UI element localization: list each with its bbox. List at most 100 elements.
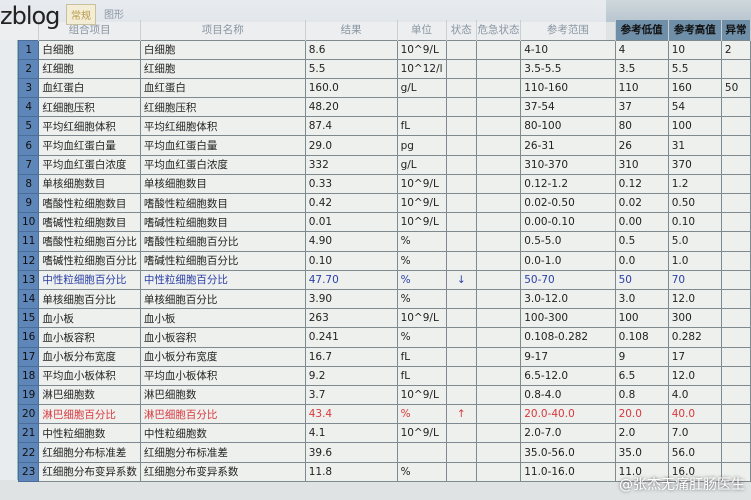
row-number[interactable]: 6 [17, 135, 40, 156]
row-number[interactable]: 22 [17, 442, 40, 463]
row-number[interactable]: 12 [17, 250, 40, 271]
row-number[interactable]: 14 [17, 288, 40, 310]
row-number[interactable]: 18 [17, 365, 40, 386]
table-row[interactable]: 17 血小板分布宽度 血小板分布宽度 16.7 fL 9-17 9 17 [17, 346, 751, 367]
table-row[interactable]: 14 单核细胞百分比 单核细胞百分比 3.90% 3.0-12.0 3.0 12.0 [17, 288, 751, 310]
row-number[interactable]: 17 [17, 346, 40, 367]
reference-range: 26-31 [520, 135, 616, 156]
row-number[interactable]: 7 [17, 154, 40, 175]
item-name: 中性粒细胞百分比 [139, 269, 306, 290]
col-group[interactable]: 组合项目 [38, 20, 141, 40]
row-number[interactable]: 11 [17, 231, 40, 252]
unit [396, 442, 447, 463]
col-critical[interactable]: 危急状态 [476, 20, 522, 40]
row-number[interactable]: 3 [17, 77, 40, 99]
table-row[interactable]: 10 嗜碱性粒细胞数目 嗜碱性粒细胞数目 0.01 10^9/L 0.00-0.10 0.0… [17, 212, 751, 233]
reference-high: 54 [667, 97, 722, 118]
table-row[interactable]: 8 单核细胞数目 单核细胞数目 0.33 10^9/L 0.12-1.2 0.12 1.2 [17, 173, 751, 195]
col-abnormal[interactable]: 异常 [721, 20, 751, 40]
reference-range: 0.5-5.0 [520, 231, 616, 252]
abnormal [720, 97, 751, 118]
result: 8.6 [304, 39, 398, 60]
reference-low: 2.0 [614, 423, 669, 444]
table-row[interactable]: 9 嗜酸性粒细胞数目 嗜酸性粒细胞数目 0.42 10^9/L 0.02-0.50 0.02… [17, 192, 751, 214]
table-row[interactable]: 6 平均血红蛋白量 平均血红蛋白量 29.0 pg 26-31 26 31 [17, 135, 751, 156]
row-number[interactable]: 4 [17, 97, 40, 118]
reference-high: 300 [667, 308, 722, 329]
row-number[interactable]: 9 [17, 192, 40, 214]
table-row[interactable]: 20 淋巴细胞百分比 淋巴细胞百分比 43.4% ↑ 20.0-40.0 20.0 40.0 [17, 404, 751, 425]
row-number[interactable]: 23 [17, 461, 40, 482]
reference-low: 3.0 [614, 288, 669, 310]
row-number[interactable]: 10 [17, 212, 40, 233]
abnormal [720, 442, 751, 463]
reference-range: 0.00-0.10 [520, 212, 616, 233]
unit: 10^9/L [396, 192, 447, 214]
table-row[interactable]: 11 嗜酸性粒细胞百分比 嗜酸性粒细胞百分比 4.90% 0.5-5.0 0.5 5.0 [17, 231, 751, 252]
table-row[interactable]: 7 平均血红蛋白浓度 平均血红蛋白浓度 332 g/L 310-370 310 370 [17, 154, 751, 175]
abnormal [720, 231, 751, 252]
row-number[interactable]: 20 [17, 404, 40, 425]
abnormal [720, 116, 751, 137]
reference-low: 20.0 [614, 404, 669, 425]
abnormal [720, 384, 751, 406]
table-row[interactable]: 1 白细胞 白细胞 8.6 10^9/L 4-10 4 10 2 [17, 39, 751, 60]
col-name[interactable]: 项目名称 [140, 20, 306, 40]
result: 48.20 [304, 97, 398, 118]
unit: 10^9/L [396, 384, 447, 406]
table-row[interactable]: 21 中性粒细胞数 中性粒细胞数 4.1 10^9/L 2.0-7.0 2.0 7.0 [17, 423, 751, 444]
reference-range: 100-300 [520, 308, 616, 329]
result: 39.6 [304, 442, 398, 463]
tab-graph[interactable]: 图形 [104, 10, 124, 21]
table-row[interactable]: 3 血红蛋白 血红蛋白 160.0 g/L 110-160 110 160 50 [17, 77, 751, 99]
table-row[interactable]: 2 红细胞 红细胞 5.5 10^12/l 3.5-5.5 3.5 5.5 [17, 58, 751, 79]
table-row[interactable]: 12 嗜碱性粒细胞百分比 嗜碱性粒细胞百分比 0.10% 0.0-1.0 0.0 1.0 [17, 250, 751, 271]
critical-status [475, 77, 522, 99]
col-status[interactable]: 状态 [446, 20, 477, 40]
table-row[interactable]: 18 平均血小板体积 平均血小板体积 9.2 fL 6.5-12.0 6.5 12.0 [17, 365, 751, 386]
col-result[interactable]: 结果 [305, 20, 398, 40]
result: 11.8 [304, 461, 398, 482]
reference-high: 100 [667, 116, 722, 137]
reference-low: 0.8 [614, 384, 669, 406]
table-row[interactable]: 19 淋巴细胞数 淋巴细胞数 3.7 10^9/L 0.8-4.0 0.8 4.0 [17, 384, 751, 406]
table-row[interactable]: 23 红细胞分布变异系数 红细胞分布变异系数 11.8% 11.0-16.0 11.0 16… [17, 461, 751, 482]
abnormal [720, 288, 751, 310]
col-range[interactable]: 参考范围 [520, 20, 616, 40]
abnormal: 50 [720, 77, 751, 99]
tab-normal[interactable]: 常规 [66, 4, 96, 25]
row-number[interactable]: 8 [17, 173, 40, 195]
col-unit[interactable]: 单位 [397, 20, 447, 40]
reference-range: 0.108-0.282 [520, 327, 616, 348]
item-name: 平均血红蛋白量 [139, 135, 306, 156]
table-row[interactable]: 4 红细胞压积 红细胞压积 48.20 37-54 37 54 [17, 97, 751, 118]
result: 4.90 [304, 231, 398, 252]
status: ↓ [445, 269, 477, 290]
row-number[interactable]: 1 [17, 39, 40, 60]
table-row[interactable]: 16 血小板容积 血小板容积 0.241% 0.108-0.282 0.108 0.282 [17, 327, 751, 348]
row-number[interactable]: 13 [17, 269, 40, 290]
reference-high: 5.0 [667, 231, 722, 252]
row-number[interactable]: 15 [17, 308, 40, 329]
table-row[interactable]: 5 平均红细胞体积 平均红细胞体积 87.4 fL 80-100 80 100 [17, 116, 751, 137]
unit: % [396, 288, 447, 310]
table-row[interactable]: 15 血小板 血小板 263 10^9/L 100-300 100 300 [17, 308, 751, 329]
row-number[interactable]: 19 [17, 384, 40, 406]
status [445, 39, 477, 60]
row-number[interactable]: 16 [17, 327, 40, 348]
col-high[interactable]: 参考高值 [668, 20, 722, 40]
table-row[interactable]: 22 红细胞分布标准差 红细胞分布标准差 39.6 35.0-56.0 35.0 56.0 [17, 442, 751, 463]
status [445, 346, 477, 367]
reference-low: 110 [614, 77, 669, 99]
status [445, 116, 477, 137]
col-low[interactable]: 参考低值 [615, 20, 669, 40]
item-name: 嗜酸性粒细胞数目 [139, 192, 306, 214]
corner-cell[interactable] [18, 20, 40, 40]
row-number[interactable]: 2 [17, 58, 40, 79]
critical-status [475, 58, 522, 79]
table-row[interactable]: 13 中性粒细胞百分比 中性粒细胞百分比 47.70% ↓ 50-70 50 70 [17, 269, 751, 290]
row-number[interactable]: 21 [17, 423, 40, 444]
row-number[interactable]: 5 [17, 116, 40, 137]
group-item: 嗜酸性粒细胞数目 [38, 192, 141, 214]
group-item: 单核细胞百分比 [38, 288, 141, 310]
